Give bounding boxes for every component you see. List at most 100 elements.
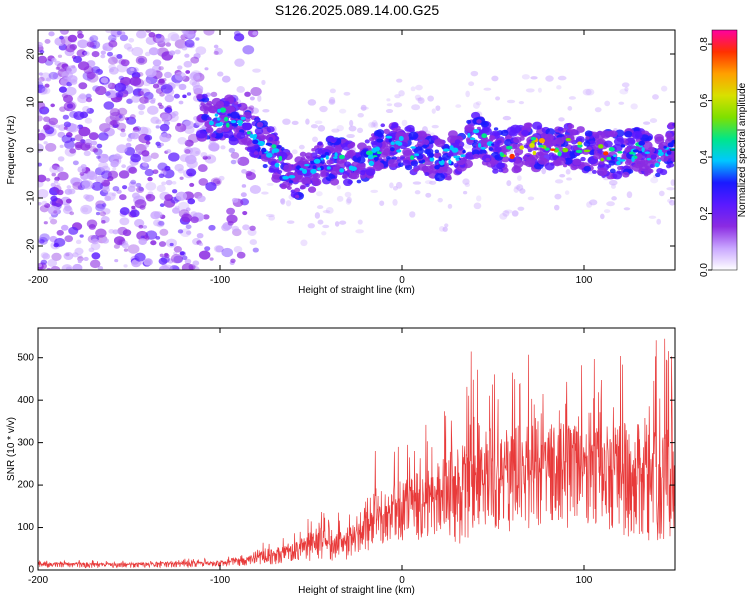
ridge-blob — [207, 105, 217, 114]
noise-blob — [233, 245, 243, 253]
hot-blob — [657, 151, 664, 157]
hot-blob — [657, 159, 662, 162]
faint-blob — [331, 128, 340, 133]
hot-blob — [442, 148, 450, 152]
faint-blob — [643, 121, 651, 125]
x-axis-label: Height of straight line (km) — [298, 285, 415, 296]
ridge-blob — [280, 183, 287, 190]
faint-blob — [558, 117, 565, 122]
ridge-blob — [262, 164, 268, 169]
noise-blob — [88, 37, 94, 42]
hot-blob — [334, 152, 338, 158]
ridge-blob — [536, 125, 542, 130]
faint-blob — [355, 229, 364, 234]
ridge-blob — [523, 144, 529, 149]
ridge-blob — [307, 156, 314, 162]
noise-blob — [43, 141, 48, 145]
ridge-blob — [347, 143, 354, 149]
noise-blob — [91, 238, 99, 245]
ridge-blob — [237, 103, 242, 108]
ridge-blob — [317, 141, 322, 146]
noise-blob — [51, 57, 57, 63]
noise-blob — [122, 229, 132, 237]
hot-blob — [373, 156, 379, 161]
noise-blob — [200, 151, 208, 158]
hot-blob — [438, 156, 443, 162]
ridge-blob — [211, 133, 217, 138]
hot-blob — [562, 147, 569, 153]
faint-blob — [437, 197, 443, 203]
noise-blob — [107, 51, 114, 57]
faint-blob — [582, 88, 592, 96]
hot-blob — [310, 160, 314, 165]
faint-blob — [630, 103, 638, 110]
faint-blob — [658, 190, 665, 197]
ridge-blob — [492, 168, 499, 174]
noise-blob — [159, 228, 169, 236]
noise-blob — [231, 225, 240, 232]
noise-blob — [62, 114, 69, 120]
faint-blob — [286, 220, 295, 224]
noise-blob — [118, 75, 125, 81]
noise-blob — [38, 201, 42, 206]
noise-blob — [38, 41, 43, 48]
hot-blob — [530, 136, 536, 141]
noise-blob — [39, 233, 50, 242]
noise-blob — [185, 70, 191, 74]
hot-blob — [491, 143, 495, 146]
faint-blob — [462, 178, 470, 185]
faint-blob — [368, 121, 376, 128]
noise-blob — [145, 30, 152, 33]
hot-blob — [519, 145, 524, 150]
noise-blob — [89, 259, 101, 269]
faint-blob — [502, 210, 510, 217]
hot-blob — [631, 156, 635, 162]
noise-blob — [236, 251, 246, 259]
noise-blob — [159, 203, 165, 208]
ridge-blob — [454, 139, 461, 144]
noise-blob — [112, 229, 119, 235]
ridge-blob — [326, 159, 333, 165]
ridge-blob — [608, 160, 616, 166]
noise-blob — [107, 170, 119, 179]
noise-blob — [159, 132, 171, 143]
noise-blob — [149, 99, 156, 104]
y-tick-label: 0 — [26, 147, 37, 153]
noise-blob — [170, 253, 183, 264]
faint-blob — [554, 204, 560, 211]
noise-blob — [99, 211, 107, 217]
hot-blob — [577, 141, 582, 146]
noise-blob — [120, 128, 126, 133]
noise-blob — [77, 30, 83, 35]
noise-blob — [171, 180, 177, 185]
ridge-blob — [380, 123, 386, 128]
ridge-blob — [242, 122, 253, 131]
ridge-blob — [660, 155, 669, 162]
faint-blob — [396, 78, 403, 83]
faint-blob — [517, 175, 522, 181]
noise-blob — [116, 144, 128, 154]
noise-blob — [158, 104, 164, 109]
noise-blob — [38, 72, 43, 76]
noise-blob — [119, 131, 127, 138]
hot-blob — [288, 175, 296, 179]
noise-blob — [156, 220, 165, 228]
noise-blob — [77, 254, 83, 259]
noise-blob — [145, 194, 152, 199]
hot-blob — [339, 154, 345, 160]
faint-blob — [357, 219, 363, 225]
noise-blob — [110, 160, 119, 168]
noise-blob — [50, 265, 61, 270]
faint-blob — [618, 101, 625, 105]
faint-blob — [410, 86, 416, 92]
ridge-blob — [596, 167, 608, 177]
faint-blob — [431, 108, 436, 114]
noise-blob — [91, 252, 101, 260]
noise-blob — [136, 186, 145, 193]
noise-blob — [168, 152, 180, 162]
noise-blob — [178, 209, 190, 218]
noise-blob — [181, 263, 194, 270]
ridge-blob — [473, 139, 479, 144]
noise-blob — [69, 148, 77, 154]
noise-blob — [91, 66, 101, 74]
